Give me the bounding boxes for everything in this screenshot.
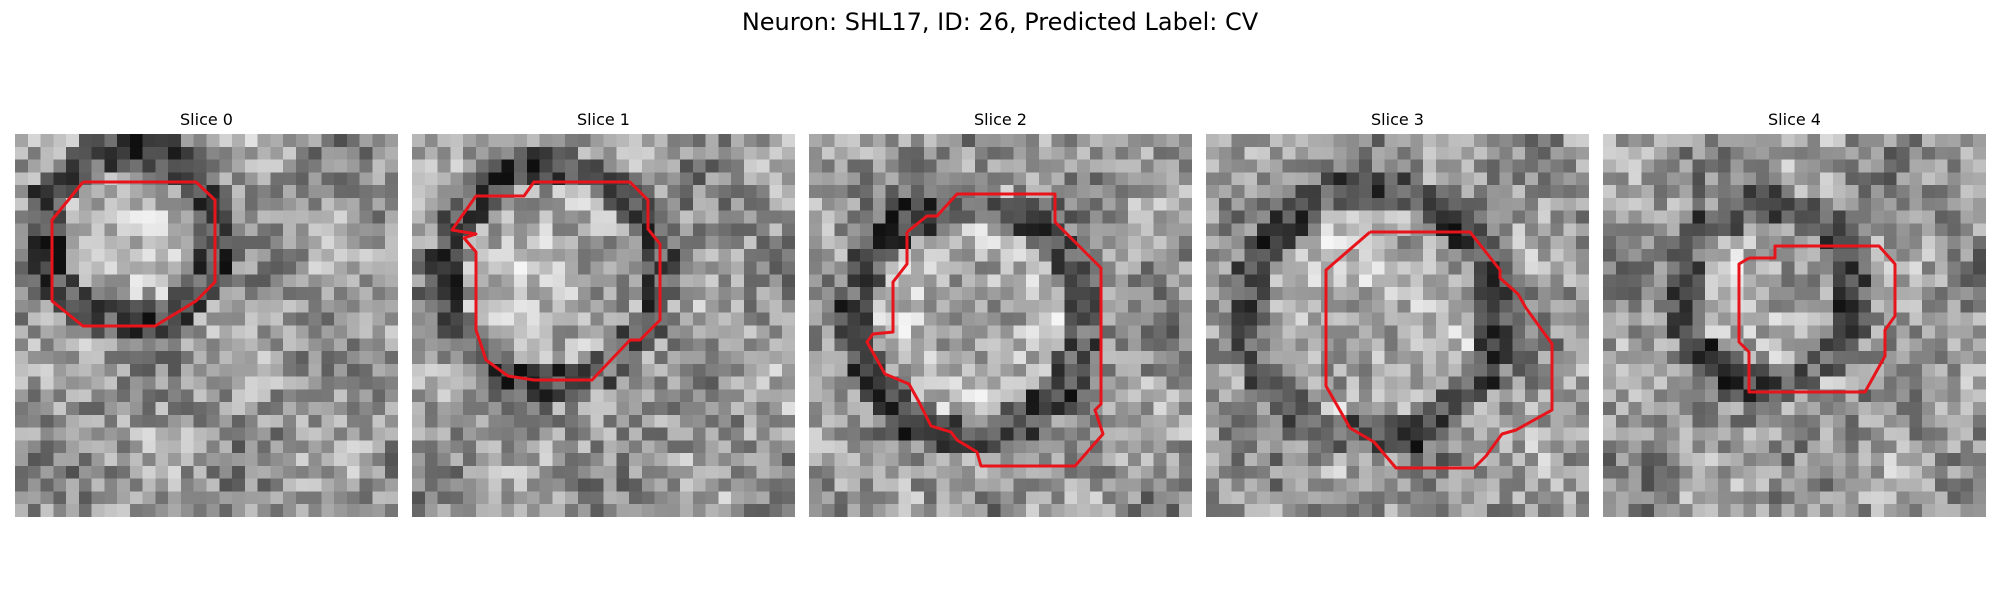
segmentation-contour [1737,244,1897,394]
slice-panel-0: Slice 0 [15,108,398,517]
segmentation-contour [450,180,662,382]
slice-title: Slice 1 [577,110,630,129]
segmentation-contour [1324,230,1554,470]
figure-title: Neuron: SHL17, ID: 26, Predicted Label: … [741,8,1259,36]
slice-title: Slice 4 [1768,110,1821,129]
slice-panel-1: Slice 1 [412,108,795,517]
slice-title: Slice 2 [974,110,1027,129]
slice-panel-3: Slice 3 [1206,108,1589,517]
em-slice-image [1603,134,1986,517]
slice-image-4 [1603,134,1986,517]
slice-panel-4: Slice 4 [1603,108,1986,517]
slice-title: Slice 0 [180,110,233,129]
slice-title: Slice 3 [1371,110,1424,129]
slice-image-3 [1206,134,1589,517]
segmentation-contour [50,180,217,328]
em-slice-image [809,134,1192,517]
slice-image-1 [412,134,795,517]
em-slice-image [1206,134,1589,517]
segmentation-contour [865,192,1105,468]
slice-image-0 [15,134,398,517]
em-slice-image [15,134,398,517]
slice-panel-2: Slice 2 [809,108,1192,517]
slice-image-2 [809,134,1192,517]
